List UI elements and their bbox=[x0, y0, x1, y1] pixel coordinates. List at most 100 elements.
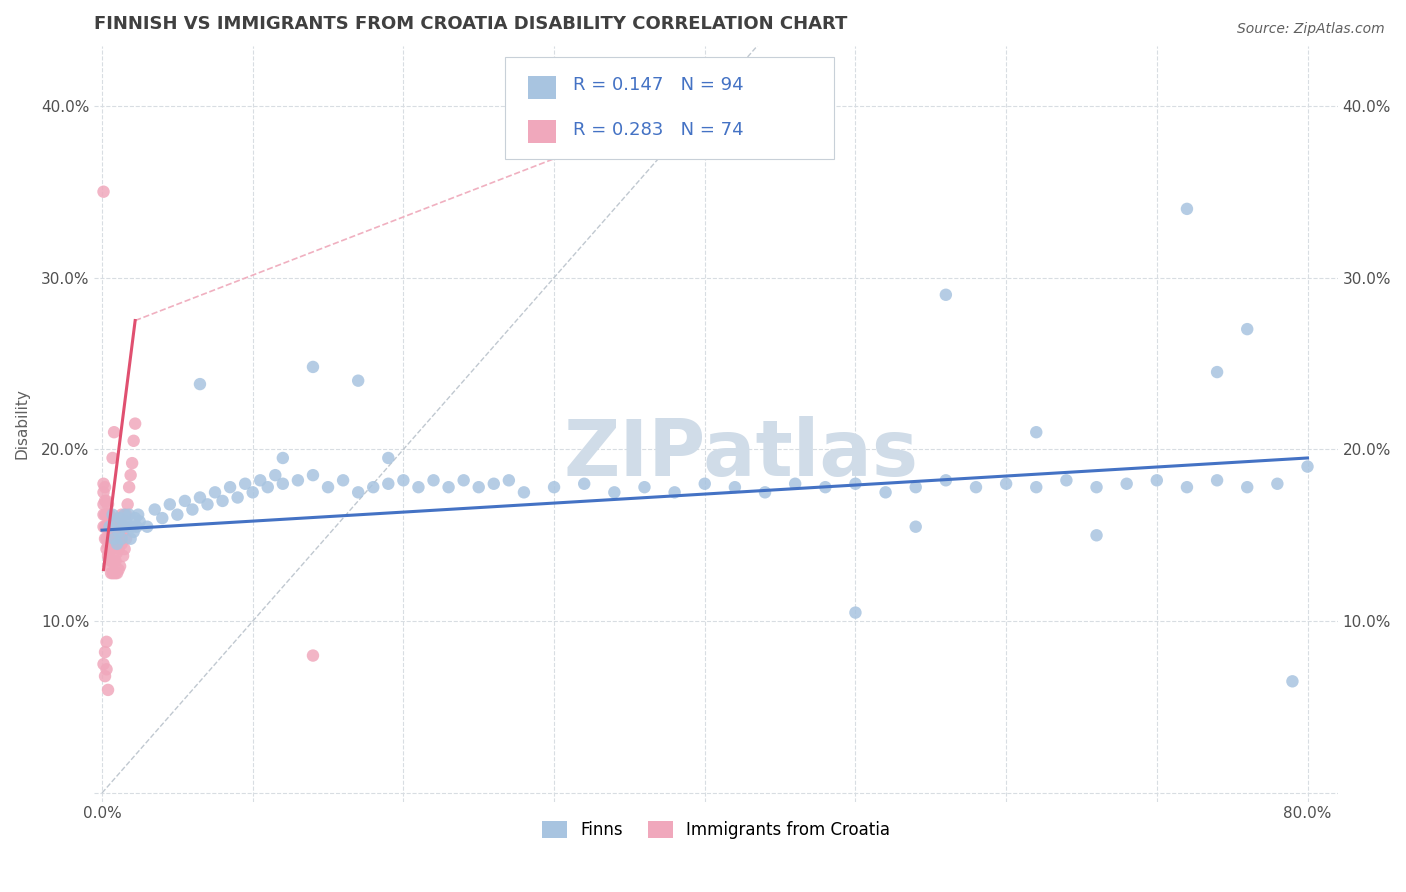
Point bbox=[124, 511, 146, 525]
Point bbox=[93, 485, 115, 500]
Point bbox=[103, 532, 125, 546]
Point bbox=[98, 519, 121, 533]
Point bbox=[96, 532, 118, 546]
Point bbox=[256, 480, 278, 494]
Point bbox=[98, 519, 121, 533]
Point bbox=[93, 508, 115, 522]
Point bbox=[122, 524, 145, 539]
Point bbox=[110, 508, 132, 522]
Point bbox=[97, 549, 120, 563]
Point bbox=[117, 497, 139, 511]
Point bbox=[1115, 476, 1137, 491]
Point bbox=[814, 480, 837, 494]
Point bbox=[96, 494, 118, 508]
Point bbox=[98, 508, 121, 522]
Point bbox=[108, 524, 131, 539]
Point bbox=[844, 606, 866, 620]
Text: R = 0.147   N = 94: R = 0.147 N = 94 bbox=[574, 77, 744, 95]
Point bbox=[1175, 480, 1198, 494]
Point bbox=[94, 494, 117, 508]
Point bbox=[98, 545, 121, 559]
Point bbox=[226, 491, 249, 505]
Point bbox=[93, 519, 115, 533]
Point bbox=[211, 494, 233, 508]
Point bbox=[935, 473, 957, 487]
Point bbox=[1175, 202, 1198, 216]
Point bbox=[101, 508, 124, 522]
FancyBboxPatch shape bbox=[529, 76, 555, 99]
Point bbox=[94, 669, 117, 683]
Point bbox=[543, 480, 565, 494]
Point bbox=[724, 480, 747, 494]
Point bbox=[1236, 480, 1258, 494]
Point bbox=[347, 374, 370, 388]
Point bbox=[904, 480, 927, 494]
Point bbox=[98, 532, 121, 546]
Point bbox=[101, 542, 124, 557]
Point bbox=[100, 566, 122, 580]
Point bbox=[108, 559, 131, 574]
Point bbox=[115, 508, 138, 522]
Point bbox=[1236, 322, 1258, 336]
Point bbox=[875, 485, 897, 500]
Point bbox=[995, 476, 1018, 491]
Point bbox=[408, 480, 430, 494]
Point bbox=[1025, 480, 1047, 494]
Point bbox=[166, 508, 188, 522]
Point bbox=[467, 480, 489, 494]
Point bbox=[693, 476, 716, 491]
Point bbox=[93, 185, 115, 199]
Point bbox=[965, 480, 987, 494]
Point bbox=[332, 473, 354, 487]
Point bbox=[105, 537, 128, 551]
Point bbox=[103, 515, 125, 529]
Point bbox=[94, 508, 117, 522]
Point bbox=[574, 476, 596, 491]
Text: Source: ZipAtlas.com: Source: ZipAtlas.com bbox=[1237, 22, 1385, 37]
Point bbox=[108, 511, 131, 525]
Point bbox=[96, 662, 118, 676]
Point bbox=[233, 476, 256, 491]
Point bbox=[103, 566, 125, 580]
Point bbox=[94, 519, 117, 533]
Point bbox=[121, 519, 143, 533]
Point bbox=[114, 508, 136, 522]
Point bbox=[1085, 528, 1108, 542]
Point bbox=[633, 480, 655, 494]
Point bbox=[150, 511, 173, 525]
Point bbox=[100, 519, 122, 533]
Point bbox=[104, 566, 127, 580]
Point bbox=[114, 519, 136, 533]
Point bbox=[249, 473, 271, 487]
Text: FINNISH VS IMMIGRANTS FROM CROATIA DISABILITY CORRELATION CHART: FINNISH VS IMMIGRANTS FROM CROATIA DISAB… bbox=[94, 15, 848, 33]
Point bbox=[498, 473, 520, 487]
Point bbox=[107, 542, 129, 557]
Point bbox=[93, 657, 115, 672]
Point bbox=[107, 515, 129, 529]
Y-axis label: Disability: Disability bbox=[15, 388, 30, 459]
Point bbox=[287, 473, 309, 487]
Point bbox=[1054, 473, 1077, 487]
Point bbox=[785, 476, 807, 491]
Point bbox=[377, 476, 399, 491]
Point bbox=[377, 450, 399, 465]
Point bbox=[844, 476, 866, 491]
Point bbox=[159, 497, 181, 511]
Point bbox=[347, 485, 370, 500]
Point bbox=[101, 511, 124, 525]
Point bbox=[219, 480, 242, 494]
Point bbox=[100, 537, 122, 551]
Point bbox=[603, 485, 626, 500]
Point bbox=[103, 425, 125, 440]
Point bbox=[361, 480, 384, 494]
Text: R = 0.283   N = 74: R = 0.283 N = 74 bbox=[574, 120, 744, 139]
Point bbox=[482, 476, 505, 491]
Point bbox=[100, 554, 122, 568]
Point bbox=[121, 456, 143, 470]
Point bbox=[101, 566, 124, 580]
Point bbox=[104, 519, 127, 533]
Point bbox=[117, 519, 139, 533]
Point bbox=[125, 519, 148, 533]
Point bbox=[264, 468, 287, 483]
Point bbox=[935, 287, 957, 301]
